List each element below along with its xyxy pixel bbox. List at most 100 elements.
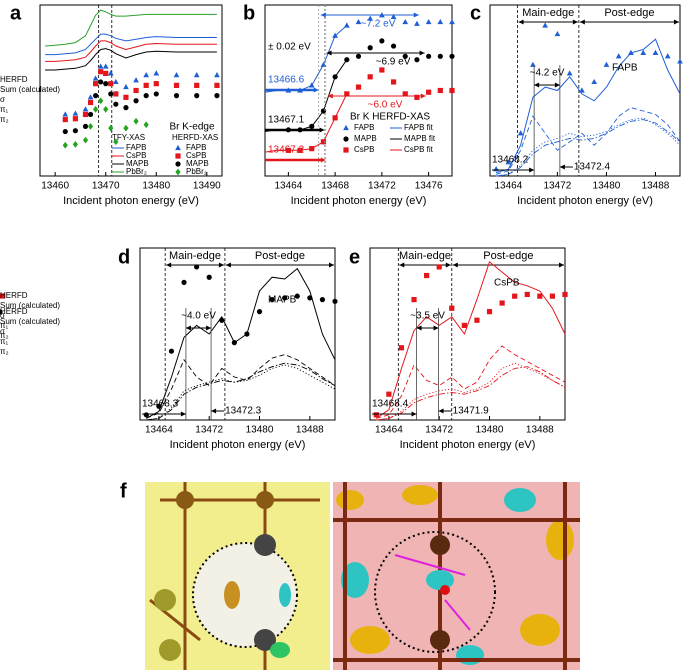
legend-title: FAPB bbox=[612, 63, 638, 74]
arrow-head bbox=[185, 325, 191, 331]
marker bbox=[379, 38, 385, 44]
zoom-circle bbox=[374, 531, 496, 653]
x-tick-label: 13472 bbox=[368, 181, 396, 192]
marker bbox=[437, 87, 443, 94]
series-line bbox=[45, 40, 217, 62]
marker bbox=[133, 77, 139, 83]
region-label: Main-edge bbox=[399, 250, 451, 262]
marker bbox=[437, 53, 443, 59]
annotation: ~4.0 eV bbox=[181, 311, 216, 322]
marker bbox=[386, 391, 392, 397]
marker bbox=[486, 309, 493, 315]
marker bbox=[133, 87, 139, 94]
marker bbox=[113, 91, 119, 97]
marker bbox=[82, 111, 89, 118]
arrow-head bbox=[326, 50, 332, 56]
series-line bbox=[146, 267, 336, 419]
marker bbox=[537, 293, 543, 299]
marker bbox=[367, 45, 373, 51]
annotation: ~3.5 eV bbox=[410, 311, 445, 322]
legend-label: Sum (calculated) bbox=[0, 301, 60, 310]
arrow-head bbox=[416, 325, 422, 331]
x-axis-label: Incident photon energy (eV) bbox=[170, 439, 306, 451]
marker bbox=[113, 101, 119, 107]
legend-label: FAPB bbox=[186, 143, 206, 152]
legend-label: PbBr₂ bbox=[126, 167, 147, 176]
region-label: Main-edge bbox=[522, 7, 574, 19]
marker bbox=[499, 300, 505, 306]
edge-label: 13467.2 bbox=[268, 145, 305, 156]
legend-label: π₁ bbox=[0, 105, 9, 114]
marker bbox=[355, 84, 362, 90]
edge-label: 13468.3 bbox=[142, 399, 179, 410]
x-tick-label: 13470 bbox=[92, 181, 120, 192]
legend-label: CsPB bbox=[354, 145, 374, 154]
arrow-head bbox=[399, 262, 405, 268]
x-axis-label: Incident photon energy (eV) bbox=[517, 195, 653, 207]
annotation: ~4.2 eV bbox=[530, 68, 565, 79]
annotation: ~7.2 eV bbox=[361, 19, 396, 30]
legend-label: Sum (calculated) bbox=[0, 85, 60, 94]
marker bbox=[449, 87, 455, 94]
marker bbox=[449, 305, 455, 311]
annotation: ± 0.02 eV bbox=[268, 42, 311, 53]
annotation: Br K-edge bbox=[169, 122, 214, 133]
marker bbox=[461, 322, 467, 328]
legend-header: TFY-XAS bbox=[112, 133, 145, 142]
marker bbox=[425, 18, 432, 25]
orbital bbox=[341, 562, 369, 598]
atom bbox=[154, 589, 176, 611]
series-line bbox=[146, 362, 336, 421]
arrow-head bbox=[327, 93, 333, 99]
marker bbox=[108, 81, 114, 87]
marker bbox=[512, 293, 518, 299]
marker bbox=[194, 93, 200, 99]
x-tick-label: 13464 bbox=[274, 181, 302, 192]
marker bbox=[87, 99, 94, 106]
legend-marker bbox=[343, 124, 349, 131]
orbital bbox=[504, 488, 536, 512]
marker bbox=[640, 49, 647, 55]
legend-marker bbox=[0, 293, 6, 299]
legend-title: CsPB bbox=[494, 278, 520, 289]
marker bbox=[530, 61, 536, 67]
arrow-head bbox=[433, 325, 439, 331]
marker bbox=[133, 98, 139, 104]
series-line bbox=[376, 366, 566, 421]
panel-f: f bbox=[120, 480, 580, 670]
plot-frame bbox=[139, 247, 336, 421]
legend-label: FAPB fit bbox=[404, 123, 434, 132]
marker bbox=[168, 348, 175, 354]
legend-label: σ bbox=[0, 311, 5, 320]
marker bbox=[517, 130, 524, 136]
orbitals bbox=[336, 485, 574, 665]
region-label: Post-edge bbox=[604, 7, 654, 19]
arrow-head bbox=[225, 262, 231, 268]
legend-label: σ bbox=[0, 95, 5, 104]
marker bbox=[437, 18, 444, 25]
orbital bbox=[336, 490, 364, 510]
x-tick-label: 13472 bbox=[425, 425, 453, 436]
x-axis-label: Incident photon energy (eV) bbox=[291, 195, 427, 207]
x-tick-label: 13480 bbox=[142, 181, 170, 192]
marker bbox=[153, 81, 159, 87]
marker bbox=[181, 279, 187, 285]
legend-label: π₂ bbox=[0, 347, 9, 356]
marker bbox=[390, 13, 397, 20]
marker bbox=[103, 105, 109, 113]
marker bbox=[102, 63, 109, 69]
edge-label: 13468.2 bbox=[492, 155, 529, 166]
legend-marker bbox=[0, 309, 3, 315]
marker bbox=[426, 53, 432, 59]
series-line bbox=[496, 119, 681, 177]
legend-label: σ bbox=[0, 327, 5, 336]
legend-label: FAPB bbox=[354, 123, 374, 132]
x-tick-label: 13472 bbox=[195, 425, 223, 436]
legend-label: MAPB bbox=[126, 159, 149, 168]
marker bbox=[355, 18, 362, 25]
marker bbox=[123, 124, 129, 132]
marker bbox=[390, 79, 397, 85]
arrow-head bbox=[313, 87, 319, 93]
arrow-head bbox=[559, 262, 564, 268]
legend-marker bbox=[343, 147, 349, 153]
